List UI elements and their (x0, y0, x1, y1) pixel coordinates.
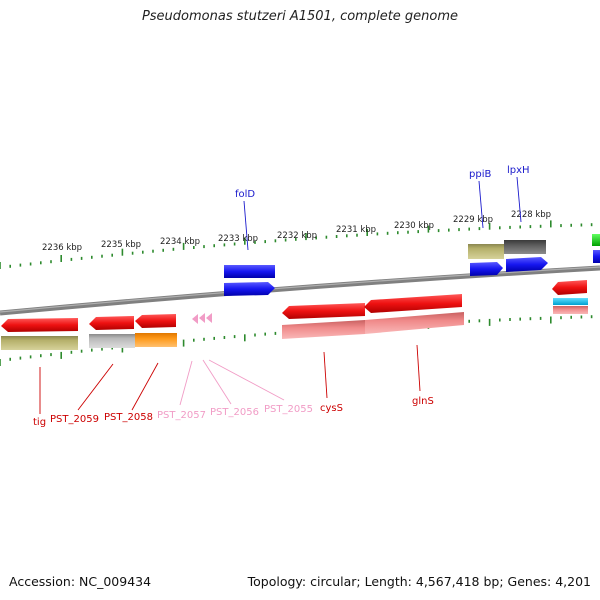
gene-arrow (135, 314, 176, 328)
leader-lines (39, 176, 522, 414)
gene-feature (504, 240, 546, 254)
ruler-label: 2236 kbp (42, 243, 82, 253)
gene-label-pst2059: PST_2059 (50, 414, 99, 425)
ruler-label: 2228 kbp (511, 210, 551, 220)
gene-feature (592, 234, 600, 246)
gene-feature (1, 336, 78, 350)
gene-label-fold: folD (235, 189, 255, 200)
ruler-label: 2229 kbp (453, 215, 493, 225)
gene-label-lpxh: lpxH (507, 165, 530, 176)
ruler-label: 2232 kbp (277, 231, 317, 241)
gene-feature (553, 306, 588, 314)
genome-backbone (0, 265, 600, 316)
figure-title: Pseudomonas stutzeri A1501, complete gen… (141, 9, 459, 24)
ruler-label: 2234 kbp (160, 237, 200, 247)
gene-arrow (552, 280, 587, 295)
gene-feature (593, 250, 600, 263)
gene-label-cyss: cysS (320, 403, 343, 414)
gene-label-pst2055: PST_2055 (264, 404, 313, 415)
genome-summary-text: Topology: circular; Length: 4,567,418 bp… (247, 574, 591, 589)
gene-feature (89, 334, 135, 348)
gene-arrow (364, 294, 462, 313)
gene-feature (224, 265, 275, 278)
gene-label-glns: glnS (412, 396, 434, 407)
trna-arrow (192, 314, 198, 324)
gene-feature (365, 312, 464, 334)
gene-arrow (89, 316, 134, 330)
trna-arrow (206, 313, 212, 323)
gene-label-tig: tig (33, 417, 46, 428)
gene-arrow (470, 262, 503, 276)
gene-labels: tig PST_2059 PST_2058 PST_2057 PST_2056 … (33, 165, 530, 428)
gene-label-pst2058: PST_2058 (104, 412, 153, 423)
gene-feature (553, 298, 588, 305)
gene-feature (468, 244, 504, 259)
ruler-ticks-inner (0, 315, 593, 366)
gene-feature (282, 320, 365, 339)
ruler-labels: 2236 kbp 2235 kbp 2234 kbp 2233 kbp 2232… (42, 210, 551, 253)
gene-arrow (282, 303, 365, 319)
forward-genes (224, 234, 600, 296)
ruler-label: 2231 kbp (336, 225, 376, 235)
gene-feature (135, 333, 177, 347)
ruler-ticks-outer (0, 220, 593, 269)
gene-arrow (506, 257, 548, 272)
accession-text: Accession: NC_009434 (9, 574, 152, 589)
ruler-label: 2233 kbp (218, 234, 258, 244)
gene-label-ppib: ppiB (469, 169, 491, 180)
ruler-label: 2230 kbp (394, 221, 434, 231)
trna-arrow (199, 313, 205, 323)
gene-arrow (224, 282, 275, 296)
gene-label-pst2056: PST_2056 (210, 407, 259, 418)
ruler-label: 2235 kbp (101, 240, 141, 250)
reverse-genes (1, 280, 588, 350)
gene-arrow (1, 318, 78, 332)
gene-label-pst2057: PST_2057 (157, 410, 206, 421)
